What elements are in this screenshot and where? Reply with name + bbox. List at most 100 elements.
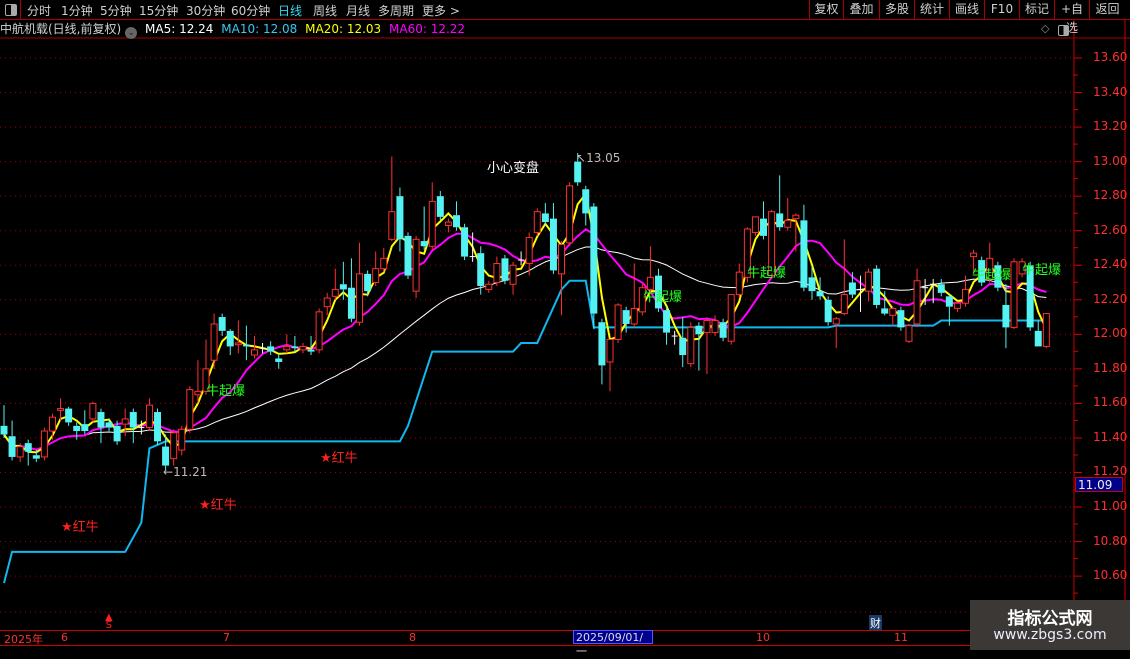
candle bbox=[832, 317, 840, 349]
chevron-down-icon[interactable]: ⌄ bbox=[125, 27, 138, 39]
candle-body bbox=[113, 425, 121, 442]
candle bbox=[388, 156, 396, 242]
candle-body bbox=[396, 196, 404, 240]
toolbar-button[interactable]: 复权 bbox=[809, 0, 843, 19]
toolbar-button[interactable]: 统计 bbox=[914, 0, 949, 19]
candle-body bbox=[404, 235, 412, 276]
panel-toggle-icon[interactable] bbox=[1058, 25, 1069, 36]
candle bbox=[242, 325, 250, 361]
candle bbox=[598, 318, 606, 385]
candle bbox=[986, 242, 994, 283]
signal-label: 牛起爆 bbox=[206, 384, 246, 399]
grid-lines bbox=[0, 57, 1072, 613]
candle bbox=[953, 301, 961, 312]
toolbar-button[interactable]: 返回 bbox=[1089, 0, 1125, 19]
x-label-month: 11 bbox=[894, 631, 908, 644]
toolbar-button[interactable]: 叠加 bbox=[843, 0, 879, 19]
candle bbox=[533, 208, 541, 236]
candle bbox=[525, 232, 533, 276]
candle-body bbox=[865, 271, 873, 292]
x-label-month: 7 bbox=[223, 631, 230, 644]
period-tab[interactable]: 分时 bbox=[27, 4, 52, 18]
candle bbox=[65, 406, 73, 426]
layout-toggle-icon[interactable] bbox=[0, 0, 21, 19]
candle bbox=[162, 434, 170, 471]
period-tab[interactable]: 1分钟 bbox=[61, 4, 93, 18]
candle bbox=[509, 261, 517, 295]
candle bbox=[549, 203, 557, 274]
support-line bbox=[3, 279, 1047, 584]
candle bbox=[614, 303, 622, 343]
stock-info-bar: 中航机载(日线,前复权) ⌄ MA5: 12.24 MA10: 12.08 MA2… bbox=[0, 20, 1074, 39]
candle-body bbox=[372, 268, 380, 284]
candle-body bbox=[16, 446, 24, 458]
moving-average-layer bbox=[3, 191, 1048, 454]
period-tab[interactable]: 多周期 bbox=[378, 4, 415, 18]
period-tab[interactable]: 60分钟 bbox=[231, 4, 271, 18]
candle-body bbox=[81, 424, 89, 432]
candle-body bbox=[291, 346, 299, 349]
candle-body bbox=[24, 443, 32, 452]
candle-body bbox=[162, 446, 170, 466]
period-tab[interactable]: 更多 > bbox=[422, 4, 460, 18]
candle-body bbox=[194, 390, 202, 396]
period-tab[interactable]: 月线 bbox=[346, 4, 371, 18]
candle-body bbox=[105, 422, 113, 428]
toolbar-button[interactable]: +自选 bbox=[1054, 0, 1089, 35]
candle bbox=[1002, 284, 1010, 349]
period-tab[interactable]: 30分钟 bbox=[186, 4, 226, 18]
period-tab[interactable]: 日线 bbox=[278, 4, 303, 18]
period-tab[interactable]: 15分钟 bbox=[139, 4, 179, 18]
candle bbox=[558, 241, 566, 316]
candle bbox=[89, 401, 97, 423]
candle-body bbox=[776, 213, 784, 228]
candle bbox=[857, 275, 864, 312]
y-tick-label: 13.60 bbox=[1093, 50, 1128, 64]
candle bbox=[638, 284, 646, 316]
candle-body bbox=[840, 294, 848, 315]
candle-body bbox=[485, 283, 493, 290]
candle bbox=[945, 294, 953, 326]
toolbar-button[interactable]: 画线 bbox=[949, 0, 984, 19]
current-price-label: 11.09 bbox=[1075, 477, 1123, 492]
finance-marker[interactable]: 财 bbox=[869, 615, 882, 631]
candles-layer bbox=[0, 152, 1050, 471]
candle-body bbox=[873, 268, 881, 305]
diamond-icon[interactable]: ◇ bbox=[1041, 22, 1050, 35]
candle bbox=[138, 420, 145, 435]
signal-label: 牛起爆 bbox=[1022, 263, 1062, 278]
arrow-icon: ↖ bbox=[576, 151, 587, 165]
candle bbox=[81, 410, 89, 435]
candle-body bbox=[735, 271, 743, 296]
candle-body bbox=[905, 325, 913, 342]
toolbar-button[interactable]: F10 bbox=[984, 0, 1019, 19]
y-tick-label: 12.20 bbox=[1093, 291, 1128, 306]
support-line-layer bbox=[3, 279, 1047, 584]
date-axis-bottom bbox=[0, 645, 1130, 646]
candle-body bbox=[558, 244, 566, 275]
s-marker: ▲ S bbox=[105, 612, 113, 631]
period-tab[interactable]: 5分钟 bbox=[100, 4, 132, 18]
toolbar-button[interactable]: 多股 bbox=[879, 0, 914, 19]
candle-body bbox=[533, 211, 541, 233]
candle-body bbox=[331, 288, 339, 297]
candle bbox=[145, 398, 153, 432]
candle bbox=[396, 187, 404, 252]
candle bbox=[776, 175, 784, 231]
y-tick-label: 13.00 bbox=[1093, 153, 1128, 168]
candle-body bbox=[412, 238, 420, 292]
candle bbox=[695, 322, 703, 371]
candle bbox=[937, 279, 945, 297]
toolbar-button[interactable]: 标记 bbox=[1019, 0, 1054, 19]
candle bbox=[226, 329, 234, 356]
candle-body bbox=[582, 189, 590, 214]
candle-body bbox=[663, 310, 671, 333]
candle bbox=[719, 318, 727, 342]
candle-body bbox=[695, 325, 703, 335]
candle bbox=[646, 246, 654, 293]
period-tab[interactable]: 周线 bbox=[313, 4, 338, 18]
y-tick-label: 11.00 bbox=[1093, 499, 1128, 514]
candle bbox=[461, 223, 469, 261]
candle-body bbox=[307, 349, 315, 352]
